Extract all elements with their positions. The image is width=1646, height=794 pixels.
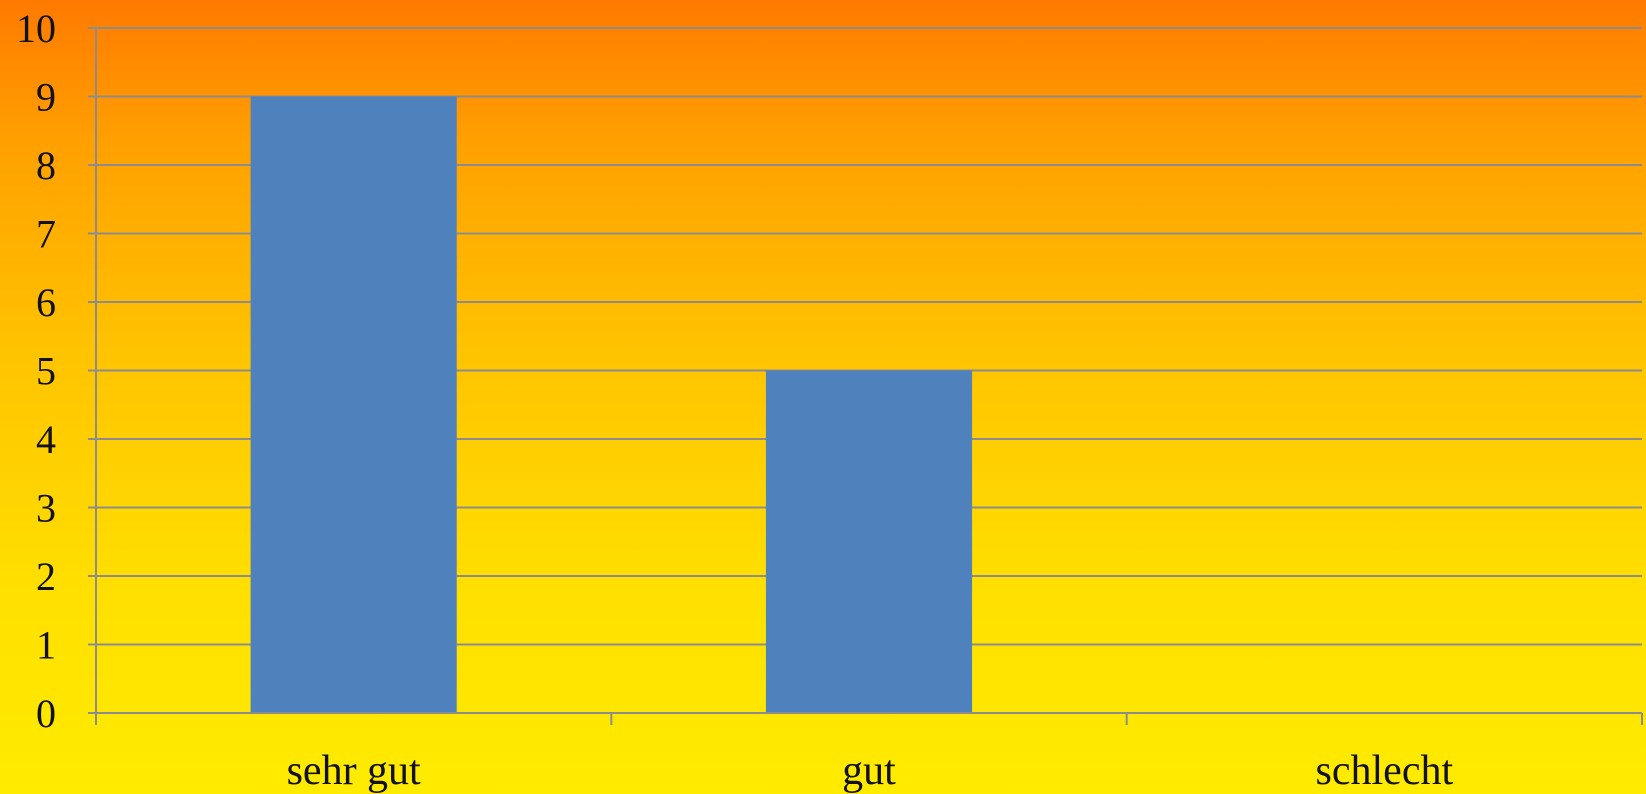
bar-sehr-gut	[250, 96, 457, 713]
x-category-label-gut: gut	[842, 748, 896, 794]
bar-gut	[765, 370, 973, 713]
y-tick-label-7: 7	[36, 212, 56, 257]
x-category-label-sehr-gut: sehr gut	[287, 748, 421, 794]
x-category-labels: sehr gut gut schlecht	[287, 748, 1454, 794]
y-tick-label-0: 0	[36, 691, 56, 736]
y-tick-label-3: 3	[36, 486, 56, 531]
x-category-label-schlecht: schlecht	[1316, 748, 1454, 794]
y-tick-label-4: 4	[36, 417, 56, 462]
y-tick-label-1: 1	[36, 623, 56, 668]
y-tick-labels: 0 1 2 3 4 5 6 7 8 9 10	[16, 6, 56, 736]
y-tick-label-9: 9	[36, 75, 56, 120]
y-tick-label-5: 5	[36, 349, 56, 394]
y-tick-label-6: 6	[36, 280, 56, 325]
bars	[250, 96, 973, 713]
y-tick-label-2: 2	[36, 554, 56, 599]
y-tick-label-10: 10	[16, 6, 56, 51]
y-tick-label-8: 8	[36, 143, 56, 188]
axes	[88, 27, 1643, 725]
